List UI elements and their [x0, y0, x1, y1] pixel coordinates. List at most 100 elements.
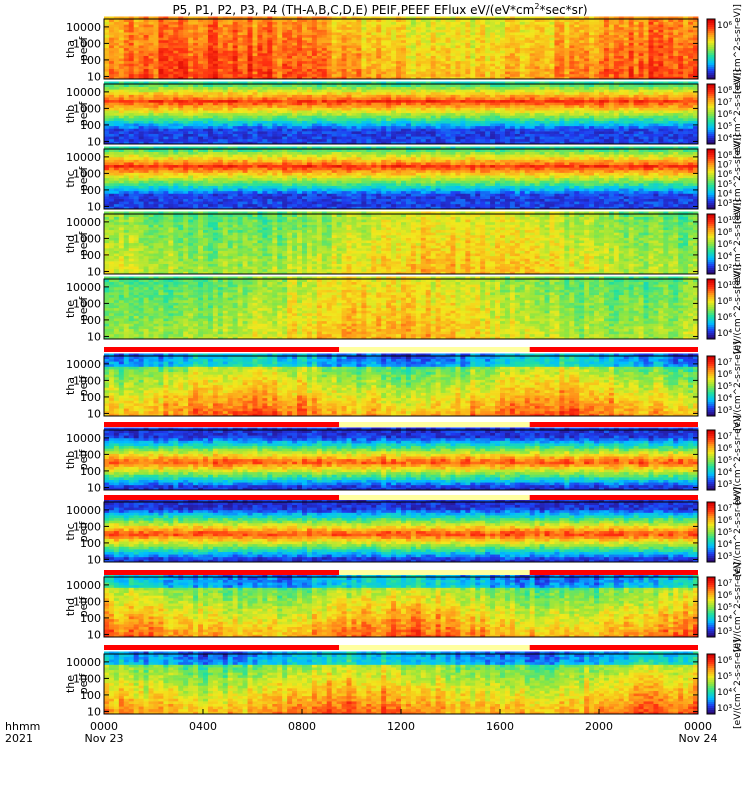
heatmap-cell [371, 121, 376, 124]
heatmap-cell [317, 37, 322, 40]
heatmap-cell [233, 45, 238, 48]
heatmap-cell [485, 50, 490, 53]
heatmap-cell [446, 56, 451, 59]
heatmap-cell [183, 102, 188, 105]
heatmap-cell [688, 74, 693, 77]
heatmap-cell [604, 35, 609, 38]
heatmap-cell [114, 102, 119, 105]
heatmap-cell [416, 123, 421, 126]
heatmap-cell [322, 43, 327, 46]
heatmap-cell [653, 50, 658, 53]
heatmap-cell [441, 136, 446, 139]
heatmap-cell [460, 71, 465, 74]
heatmap-cell [451, 48, 456, 51]
heatmap-cell [574, 69, 579, 72]
heatmap-cell [634, 66, 639, 69]
heatmap-cell [480, 108, 485, 111]
heatmap-cell [233, 89, 238, 92]
heatmap-cell [485, 61, 490, 64]
heatmap-cell [594, 45, 599, 48]
heatmap-cell [559, 32, 564, 35]
heatmap-cell [525, 50, 530, 53]
heatmap-cell [114, 115, 119, 118]
heatmap-cell [470, 35, 475, 38]
heatmap-cell [589, 69, 594, 72]
heatmap-cell [327, 128, 332, 131]
heatmap-cell [282, 108, 287, 111]
heatmap-cell [594, 69, 599, 72]
heatmap-cell [292, 126, 297, 129]
heatmap-cell [470, 131, 475, 134]
heatmap-cell [500, 32, 505, 35]
heatmap-cell [119, 37, 124, 40]
heatmap-cell [337, 123, 342, 126]
heatmap-cell [312, 126, 317, 129]
heatmap-cell [649, 53, 654, 56]
heatmap-cell [361, 123, 366, 126]
heatmap-cell [257, 113, 262, 116]
heatmap-cell [129, 32, 134, 35]
heatmap-cell [114, 131, 119, 134]
heatmap-cell [168, 22, 173, 25]
heatmap-cell [173, 105, 178, 108]
heatmap-cell [134, 139, 139, 142]
heatmap-cell [342, 24, 347, 27]
heatmap-cell [535, 37, 540, 40]
heatmap-cell [465, 126, 470, 129]
heatmap-cell [381, 113, 386, 116]
heatmap-cell [356, 45, 361, 48]
heatmap-cell [104, 40, 109, 43]
heatmap-cell [253, 53, 258, 56]
heatmap-cell [381, 95, 386, 98]
heatmap-cell [129, 118, 134, 121]
heatmap-cell [639, 71, 644, 74]
heatmap-cell [163, 136, 168, 139]
heatmap-cell [356, 40, 361, 43]
heatmap-cell [134, 113, 139, 116]
heatmap-cell [272, 121, 277, 124]
heatmap-cell [396, 32, 401, 35]
heatmap-cell [317, 74, 322, 77]
heatmap-cell [188, 58, 193, 61]
heatmap-cell [233, 63, 238, 66]
heatmap-cell [287, 27, 292, 30]
heatmap-cell [163, 92, 168, 95]
heatmap-cell [451, 136, 456, 139]
heatmap-cell [277, 71, 282, 74]
heatmap-cell [490, 89, 495, 92]
heatmap-cell [579, 22, 584, 25]
heatmap-cell [401, 19, 406, 22]
heatmap-cell [277, 84, 282, 87]
heatmap-cell [109, 27, 114, 30]
panel-thb-peef: 10000100010010thb peef10⁸10⁷10⁶10⁵10⁴ [eV/… [64, 69, 743, 159]
heatmap-cell [134, 35, 139, 38]
heatmap-cell [381, 123, 386, 126]
heatmap-cell [238, 126, 243, 129]
heatmap-cell [124, 56, 129, 59]
heatmap-cell [307, 37, 312, 40]
heatmap-cell [203, 66, 208, 69]
heatmap-cell [381, 126, 386, 129]
heatmap-cell [490, 128, 495, 131]
heatmap-cell [545, 63, 550, 66]
heatmap-cell [446, 58, 451, 61]
heatmap-cell [386, 35, 391, 38]
heatmap-cell [604, 32, 609, 35]
heatmap-cell [129, 87, 134, 90]
heatmap-cell [342, 71, 347, 74]
heatmap-cell [574, 71, 579, 74]
heatmap-cell [223, 22, 228, 25]
heatmap-cell [475, 53, 480, 56]
heatmap-cell [391, 35, 396, 38]
heatmap-cell [307, 89, 312, 92]
heatmap-cell [416, 56, 421, 59]
heatmap-cell [520, 92, 525, 95]
heatmap-cell [465, 74, 470, 77]
heatmap-cell [327, 45, 332, 48]
heatmap-cell [411, 43, 416, 46]
heatmap-cell [154, 61, 159, 64]
heatmap-cell [267, 27, 272, 30]
heatmap-cell [535, 74, 540, 77]
heatmap-cell [421, 58, 426, 61]
heatmap-cell [406, 35, 411, 38]
